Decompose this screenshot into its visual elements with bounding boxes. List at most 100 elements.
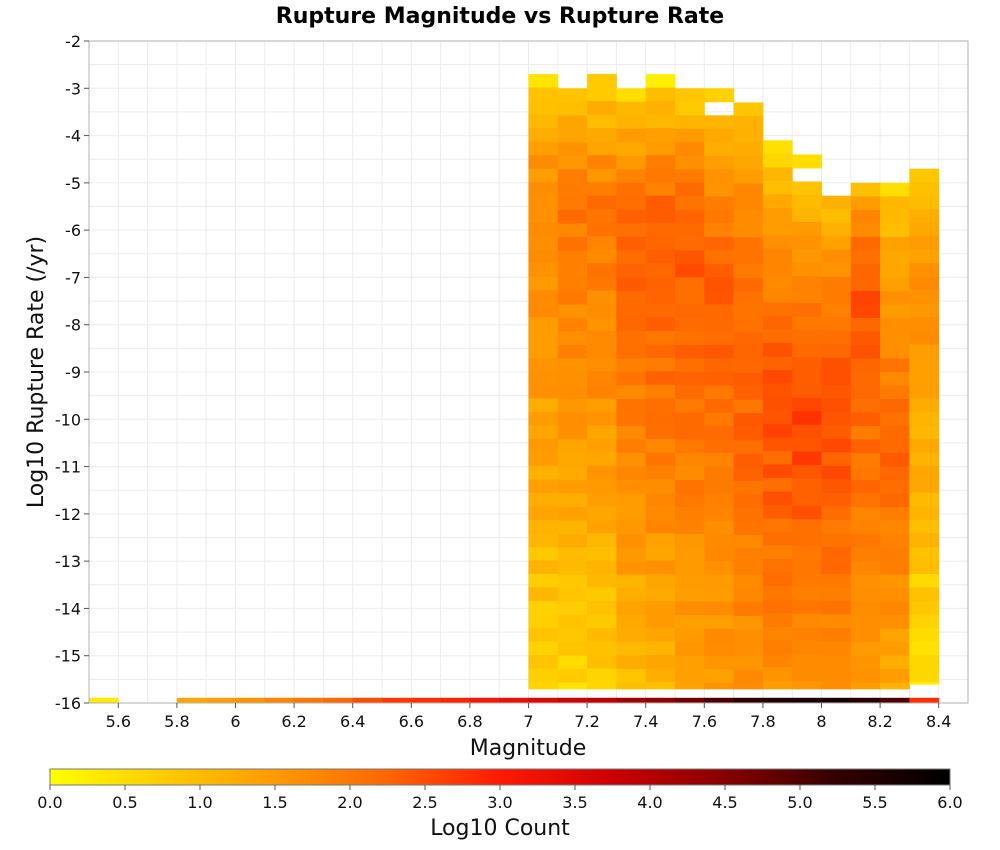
- heatmap-cell: [587, 209, 617, 224]
- heatmap-cell: [645, 398, 676, 413]
- heatmap-cell: [528, 263, 559, 278]
- colorbar-tick-label: 0.0: [37, 793, 62, 812]
- heatmap-cell: [880, 371, 910, 387]
- heatmap-cell: [645, 182, 676, 197]
- heatmap-cell: [850, 574, 881, 589]
- heatmap-cell: [704, 655, 735, 670]
- heatmap-cell: [850, 466, 881, 481]
- heatmap-cell: [821, 641, 852, 656]
- heatmap-cell: [557, 642, 588, 657]
- heatmap-cell: [821, 479, 852, 494]
- heatmap-cell: [675, 669, 705, 684]
- heatmap-cell: [528, 398, 559, 413]
- heatmap-cell: [909, 452, 940, 467]
- heatmap-cell: [762, 315, 793, 330]
- heatmap-cell: [587, 74, 617, 89]
- heatmap-cell: [821, 546, 852, 561]
- heatmap-cell: [909, 330, 940, 345]
- heatmap-cell: [645, 87, 676, 102]
- heatmap-cell: [616, 561, 647, 576]
- heatmap-cell: [850, 236, 881, 251]
- heatmap-cell: [850, 277, 881, 292]
- heatmap-cell: [704, 88, 735, 103]
- colorbar-tick-label: 5.5: [862, 793, 887, 812]
- heatmap-cell: [821, 682, 852, 690]
- heatmap-cell: [733, 642, 764, 657]
- heatmap-cell: [587, 479, 617, 494]
- heatmap-cell: [675, 236, 705, 251]
- heatmap-cell: [850, 250, 881, 265]
- heatmap-cell: [909, 209, 940, 224]
- heatmap-cell: [704, 209, 735, 224]
- heatmap-cell: [645, 479, 676, 494]
- heatmap-cell: [587, 425, 617, 440]
- heatmap-cell: [645, 411, 676, 426]
- heatmap-cell: [733, 386, 764, 401]
- heatmap-cell: [909, 465, 940, 480]
- heatmap-cell: [880, 561, 910, 576]
- heatmap-cell: [675, 331, 705, 346]
- heatmap-cell: [704, 426, 735, 441]
- heatmap-cell: [733, 453, 764, 468]
- heatmap-cell-bottom-row: [499, 697, 529, 703]
- heatmap-cell: [733, 413, 764, 428]
- heatmap-cell: [762, 302, 793, 317]
- heatmap-cell: [675, 182, 705, 197]
- heatmap-cell: [792, 181, 822, 196]
- heatmap-cell: [616, 615, 647, 630]
- heatmap-cell: [675, 453, 705, 468]
- heatmap-cell: [675, 426, 705, 441]
- heatmap-cell: [792, 654, 822, 669]
- heatmap-cell: [675, 317, 705, 332]
- heatmap-cell: [909, 384, 940, 399]
- heatmap-cell: [645, 533, 676, 548]
- heatmap-cell: [850, 628, 881, 643]
- heatmap-cell: [909, 506, 940, 521]
- heatmap-cell: [557, 561, 588, 576]
- heatmap-cell: [850, 371, 881, 387]
- colorbar-tick-label: 0.5: [112, 793, 137, 812]
- heatmap-cell: [792, 235, 822, 250]
- heatmap-cell: [557, 547, 588, 562]
- heatmap-cell: [587, 411, 617, 426]
- heatmap-cell: [792, 411, 822, 426]
- heatmap-cells: [89, 74, 940, 703]
- heatmap-cell: [645, 546, 676, 561]
- y-axis-label: Log10 Rupture Rate (/yr): [24, 236, 49, 508]
- heatmap-cell: [733, 170, 764, 185]
- heatmap-cell: [792, 640, 822, 655]
- heatmap-cell: [675, 439, 705, 454]
- heatmap-cell: [704, 628, 735, 643]
- heatmap-cell-bottom-row: [880, 697, 910, 703]
- heatmap-cell: [850, 493, 881, 508]
- heatmap-cell: [528, 317, 559, 332]
- heatmap-cell: [645, 560, 676, 575]
- heatmap-cell: [850, 601, 881, 616]
- heatmap-cell: [675, 561, 705, 576]
- heatmap-cell: [587, 114, 617, 129]
- heatmap-cell-bottom-row: [235, 697, 266, 703]
- heatmap-cell: [792, 262, 822, 277]
- heatmap-cell: [821, 573, 852, 588]
- heatmap-cell: [733, 656, 764, 671]
- heatmap-cell: [645, 74, 676, 89]
- x-tick-label: 6: [230, 712, 240, 731]
- heatmap-cell: [675, 615, 705, 630]
- heatmap-cell: [528, 74, 559, 89]
- heatmap-cell: [616, 547, 647, 562]
- heatmap-cell: [557, 682, 588, 690]
- heatmap-cell: [821, 465, 852, 480]
- heatmap-cell: [733, 480, 764, 495]
- heatmap-cell: [528, 384, 559, 399]
- y-tick-label: -7: [65, 268, 81, 287]
- heatmap-cell: [704, 642, 735, 657]
- heatmap-cell: [850, 223, 881, 238]
- heatmap-cell: [675, 574, 705, 589]
- heatmap-cell: [850, 655, 881, 670]
- heatmap-cell-bottom-row: [675, 697, 705, 703]
- heatmap-cell: [880, 196, 910, 211]
- heatmap-cell: [909, 668, 940, 683]
- heatmap-cell: [616, 290, 647, 305]
- heatmap-cell: [616, 142, 647, 157]
- heatmap-cell: [645, 600, 676, 615]
